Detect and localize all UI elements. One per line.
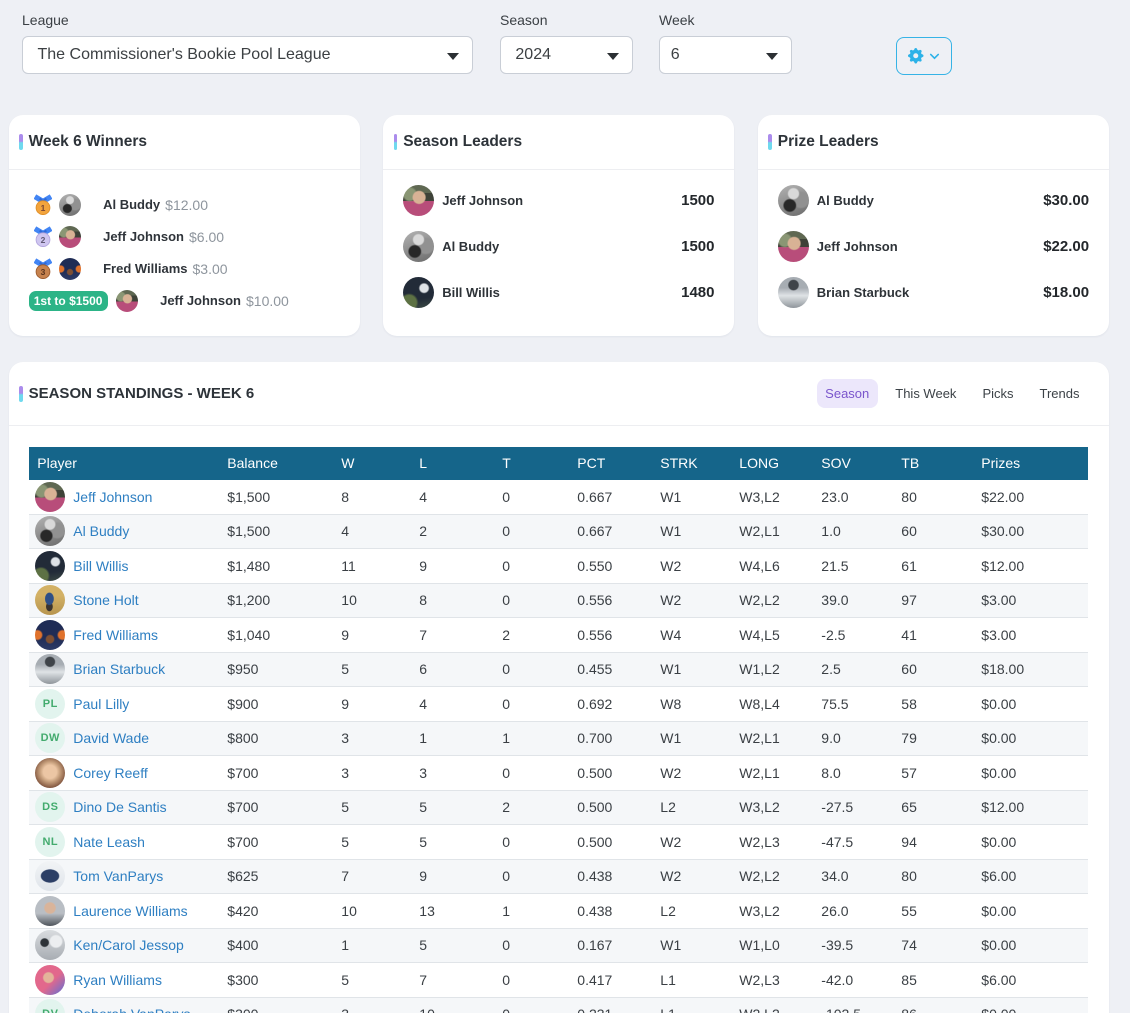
svg-text:2: 2 bbox=[40, 235, 45, 245]
svg-text:3: 3 bbox=[40, 267, 45, 277]
svg-text:1: 1 bbox=[40, 203, 45, 213]
